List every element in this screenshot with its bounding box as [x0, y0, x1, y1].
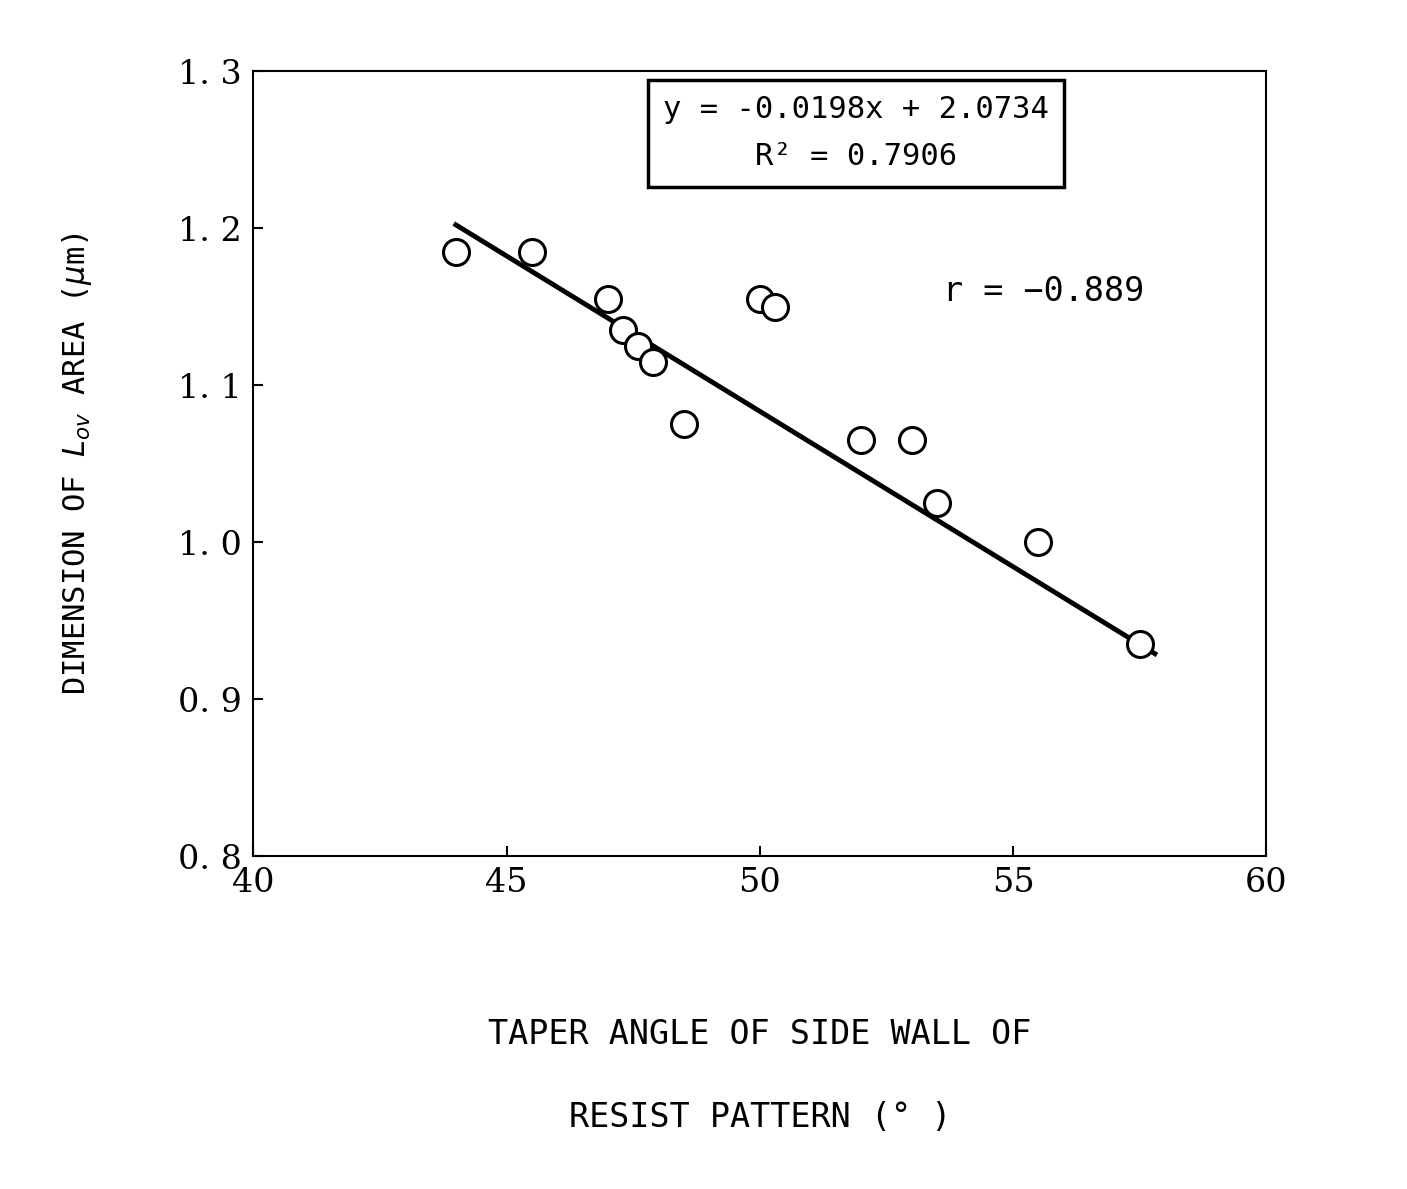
Point	[1128, 635, 1151, 654]
Point	[926, 493, 948, 512]
Text: r = −0.889: r = −0.889	[943, 275, 1144, 308]
Point	[612, 321, 635, 340]
Point	[1027, 533, 1050, 552]
Text: TAPER ANGLE OF SIDE WALL OF: TAPER ANGLE OF SIDE WALL OF	[488, 1018, 1031, 1051]
Point	[749, 289, 771, 308]
Text: DIMENSION OF $L_{ov}$ AREA ($\mu$m): DIMENSION OF $L_{ov}$ AREA ($\mu$m)	[61, 232, 94, 696]
Text: RESIST PATTERN (° ): RESIST PATTERN (° )	[568, 1101, 951, 1134]
Point	[642, 352, 664, 371]
Point	[850, 430, 872, 449]
Text: y = -0.0198x + 2.0734
R² = 0.7906: y = -0.0198x + 2.0734 R² = 0.7906	[663, 95, 1050, 171]
Point	[764, 297, 787, 316]
Point	[521, 243, 543, 262]
Point	[900, 430, 923, 449]
Point	[673, 415, 695, 434]
Point	[445, 243, 467, 262]
Point	[628, 336, 650, 356]
Point	[597, 289, 619, 308]
